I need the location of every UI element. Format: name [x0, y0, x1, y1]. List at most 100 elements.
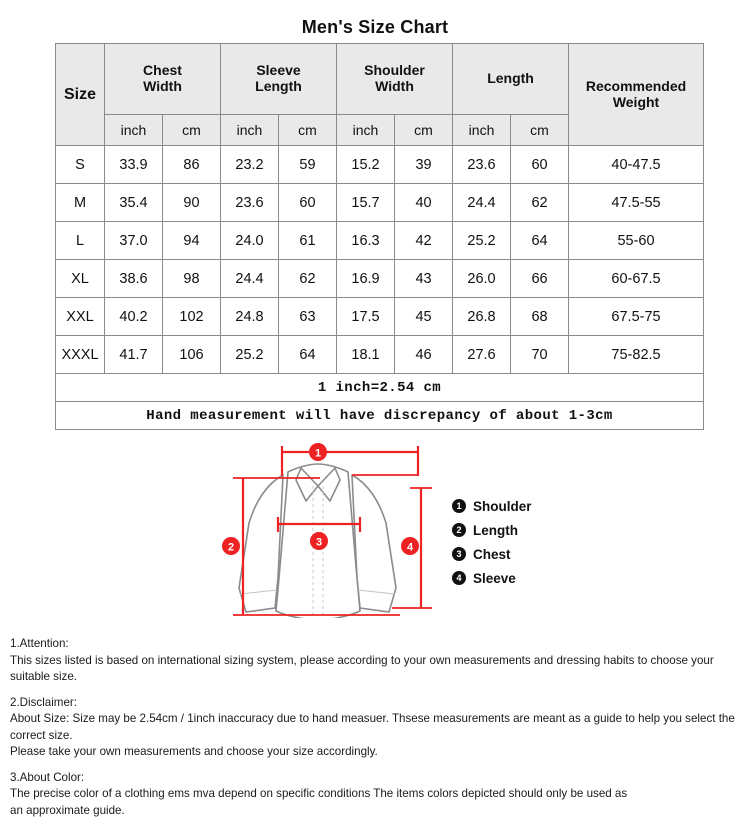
cell-sleeve-cm: 64: [278, 335, 337, 374]
table-row: M 35.4 90 23.6 60 15.7 40 24.4 62 47.5-55: [55, 183, 705, 222]
cell-shoulder-cm: 43: [393, 259, 454, 298]
cell-shoulder-inch: 17.5: [336, 297, 395, 336]
cell-chest-inch: 40.2: [104, 297, 163, 336]
cell-weight-kg: 55-60: [568, 221, 705, 260]
note-color-text-2: an approximate guide.: [10, 803, 125, 817]
cell-length-inch: 23.6: [452, 145, 512, 184]
cell-shoulder-inch: 18.1: [336, 335, 395, 374]
legend-number-3-icon: 3: [452, 547, 466, 561]
cell-length-cm: 70: [510, 335, 570, 374]
cell-length-cm: 66: [510, 259, 570, 298]
column-header-size: Size: [55, 43, 105, 146]
cell-length-cm: 68: [510, 297, 570, 336]
cell-chest-cm: 102: [162, 297, 221, 336]
cell-weight-kg: 40-47.5: [568, 145, 705, 184]
unit-header-chest-cm: cm: [162, 114, 221, 146]
cell-shoulder-inch: 15.7: [336, 183, 395, 222]
note-disclaimer-heading: 2.Disclaimer:: [10, 695, 77, 709]
table-group-header-row: Size Chest Width Sleeve Length Shoulder Wid…: [55, 43, 705, 146]
cell-length-cm: 64: [510, 221, 570, 260]
cell-shoulder-inch: 16.3: [336, 221, 395, 260]
unit-header-length-inch: inch: [452, 114, 512, 146]
legend-number-4-icon: 4: [452, 571, 466, 585]
table-unit-header-row: inch cm inch cm inch cm inch cm: [56, 114, 704, 146]
size-chart-table: Size Chest Width Sleeve Length Shoulder Wid…: [54, 43, 705, 430]
legend-item-sleeve: 4 Sleeve: [452, 566, 632, 590]
table-note-row-conversion: 1 inch=2.54 cm: [54, 373, 705, 402]
unit-header-length-cm: cm: [510, 114, 570, 146]
cell-length-inch: 27.6: [452, 335, 512, 374]
cell-shoulder-inch: 16.9: [336, 259, 395, 298]
legend-item-chest: 3 Chest: [452, 542, 632, 566]
page-title: Men's Size Chart: [301, 17, 449, 37]
cell-weight-kg: 60-67.5: [568, 259, 705, 298]
legend-item-label: Chest: [473, 546, 511, 562]
cell-chest-cm: 86: [162, 145, 221, 184]
shirt-measurement-diagram: 1 2 3 4: [0, 428, 750, 618]
table-body: S 33.9 86 23.2 59 15.2 39 23.6 60 40-47.5 M 35.4 90 2…: [55, 145, 705, 374]
note-attention-heading: 1.Attention:: [10, 637, 69, 650]
cell-sleeve-cm: 63: [278, 297, 337, 336]
table-row: S 33.9 86 23.2 59 15.2 39 23.6 60 40-47.5: [55, 145, 705, 184]
legend-item-label: Length: [473, 522, 518, 538]
legend-number-1-icon: 1: [452, 499, 466, 513]
note-attention-text: This sizes listed is based on internatio…: [10, 653, 714, 684]
cell-sleeve-inch: 24.4: [220, 259, 279, 298]
unit-header-shoulder-inch: inch: [336, 114, 395, 146]
cell-length-inch: 24.4: [452, 183, 512, 222]
svg-text:1: 1: [315, 448, 321, 460]
cell-sleeve-cm: 59: [278, 145, 337, 184]
cell-sleeve-cm: 62: [278, 259, 337, 298]
cell-size: XL: [55, 259, 105, 298]
size-chart-table-container: Size Chest Width Sleeve Length Shoulder Wid…: [54, 43, 705, 430]
cell-chest-inch: 35.4: [104, 183, 163, 222]
unit-header-chest-inch: inch: [104, 114, 163, 146]
note-color-heading: 3.About Color:: [10, 770, 85, 784]
marker-3-chest: 3: [310, 532, 328, 550]
cell-chest-cm: 98: [162, 259, 221, 298]
table-header: Size Chest Width Sleeve Length Shoulder Wid…: [55, 43, 705, 146]
cell-shoulder-cm: 42: [393, 221, 454, 260]
column-header-shoulder-width: Shoulder Width: [335, 43, 454, 115]
cell-length-inch: 25.2: [452, 221, 512, 260]
column-header-sleeve-length: Sleeve Length: [220, 43, 337, 115]
diagram-markers: 1 2 3 4: [222, 443, 419, 555]
column-header-recommended-weight: Recommended Weight: [568, 43, 705, 146]
cell-chest-inch: 38.6: [104, 259, 163, 298]
table-row: L 37.0 94 24.0 61 16.3 42 25.2 64 55-60: [55, 221, 705, 260]
cell-size: S: [55, 145, 105, 184]
cell-sleeve-inch: 24.0: [220, 221, 279, 260]
cell-chest-inch: 41.7: [104, 335, 163, 374]
cell-weight-kg: 67.5-75: [568, 297, 705, 336]
table-note-row-discrepancy: Hand measurement will have discrepancy o…: [54, 401, 705, 430]
cell-weight-kg: 75-82.5: [568, 335, 705, 374]
cell-size: M: [55, 183, 105, 222]
table-row: XXXL 41.7 106 25.2 64 18.1 46 27.6 70 75-82.5: [55, 335, 705, 374]
cell-size: XXL: [55, 297, 105, 336]
cell-size: L: [55, 221, 105, 260]
note-color-text-1: The precise color of a clothing ems mva …: [10, 787, 628, 800]
note-disclaimer-text-1: About Size: Size may be 2.54cm / 1inch i…: [10, 712, 735, 742]
diagram-legend: 1 Shoulder 2 Length 3 Chest 4 Sleeve: [452, 494, 632, 590]
cell-length-inch: 26.8: [452, 297, 512, 336]
table-footer: 1 inch=2.54 cm Hand measurement will hav…: [54, 373, 705, 430]
cell-length-cm: 62: [510, 183, 570, 222]
svg-text:4: 4: [407, 542, 414, 554]
unit-header-shoulder-cm: cm: [393, 114, 454, 146]
cell-size: XXXL: [55, 335, 105, 374]
column-header-length: Length: [452, 43, 570, 115]
cell-sleeve-cm: 60: [278, 183, 337, 222]
table-row: XL 38.6 98 24.4 62 16.9 43 26.0 66 60-67.5: [55, 259, 705, 298]
cell-chest-cm: 90: [162, 183, 221, 222]
cell-length-cm: 60: [510, 145, 570, 184]
column-header-chest-width: Chest Width: [104, 43, 221, 115]
marker-4-sleeve: 4: [401, 537, 419, 555]
note-about-color: 3.About Color: The precise color of a cl…: [10, 770, 745, 820]
footer-notes: 1.Attention: This sizes listed is based …: [10, 636, 745, 828]
unit-header-sleeve-inch: inch: [220, 114, 279, 146]
note-hand-measurement: Hand measurement will have discrepancy o…: [54, 401, 705, 430]
cell-chest-inch: 33.9: [104, 145, 163, 184]
unit-header-sleeve-cm: cm: [278, 114, 337, 146]
measurement-guides: [233, 446, 432, 616]
legend-item-label: Sleeve: [473, 570, 516, 586]
